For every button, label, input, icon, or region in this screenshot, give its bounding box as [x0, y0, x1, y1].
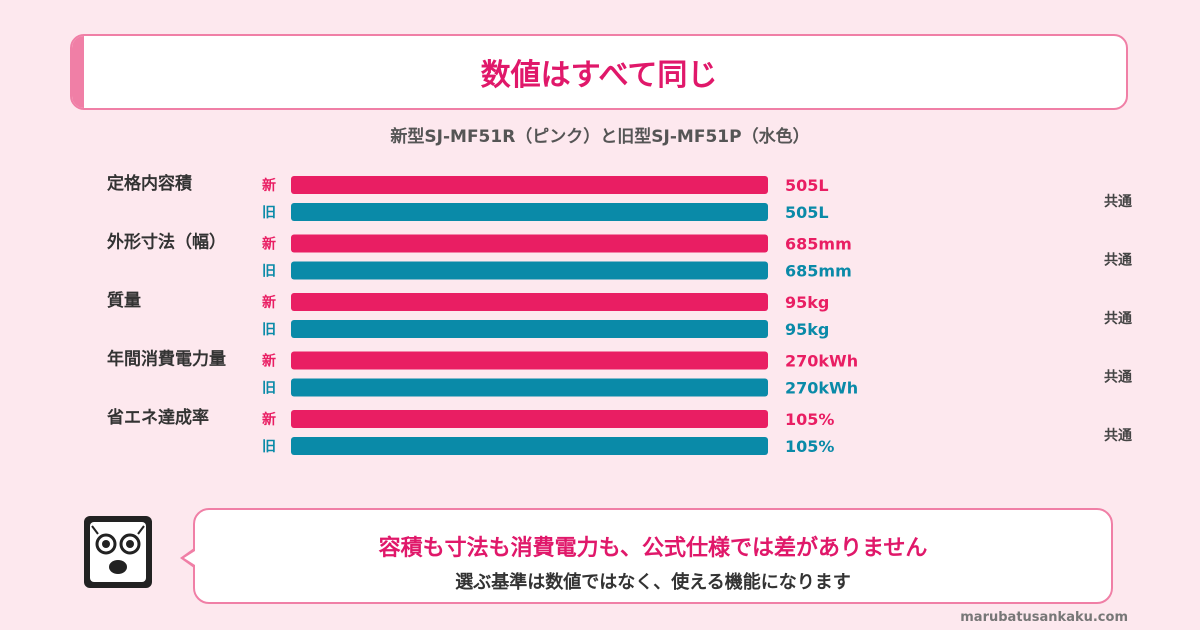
category-label: 定格内容積 [107, 173, 193, 194]
series-label-new: 新 [262, 411, 276, 428]
series-label-old: 旧 [262, 381, 276, 397]
message-headline: 容積も寸法も消費電力も、公式仕様では差がありません [378, 536, 928, 561]
data-label-old: 270kWh [785, 379, 858, 398]
series-label-new: 新 [262, 353, 276, 370]
series-label-old: 旧 [262, 322, 276, 338]
common-label: 共通 [1104, 310, 1132, 327]
bar-new [291, 234, 768, 253]
series-label-new: 新 [262, 294, 276, 311]
data-label-old: 105% [785, 437, 834, 456]
data-label-new: 505L [785, 176, 829, 195]
chart-subtitle: 新型SJ-MF51R（ピンク）と旧型SJ-MF51P（水色） [390, 127, 810, 147]
common-label: 共通 [1104, 193, 1132, 210]
category-label: 省エネ達成率 [106, 407, 209, 428]
bar-new [291, 293, 768, 311]
bar-old [291, 437, 768, 455]
shocked-character-icon [84, 516, 152, 588]
bar-old [291, 203, 768, 221]
bar-new [291, 176, 768, 194]
page-title: 数値はすべて同じ [480, 58, 718, 93]
series-label-old: 旧 [262, 264, 276, 280]
title-box: 数値はすべて同じ [70, 34, 1128, 110]
data-label-new: 105% [785, 410, 834, 429]
bar-old [291, 378, 768, 397]
bar-new [291, 410, 768, 428]
category-label: 外形寸法（幅） [107, 232, 226, 253]
data-label-old: 505L [785, 203, 829, 222]
common-label: 共通 [1104, 427, 1132, 444]
message-subline: 選ぶ基準は数値ではなく、使える機能になります [455, 572, 851, 593]
common-label: 共通 [1104, 369, 1132, 386]
data-label-new: 685mm [785, 235, 852, 254]
category-label: 質量 [107, 290, 141, 311]
common-label: 共通 [1104, 252, 1132, 269]
data-label-new: 270kWh [785, 352, 858, 371]
data-label-old: 685mm [785, 262, 852, 281]
bar-old [291, 320, 768, 338]
bar-new [291, 351, 768, 370]
data-label-old: 95kg [785, 320, 829, 339]
speech-bubble-tail-inner [184, 551, 195, 565]
category-label: 年間消費電力量 [107, 349, 226, 370]
data-label-new: 95kg [785, 293, 829, 312]
bar-old [291, 261, 768, 280]
message-box: 容積も寸法も消費電力も、公式仕様では差がありません 選ぶ基準は数値ではなく、使え… [193, 508, 1113, 604]
site-url: marubatusankaku.com [960, 610, 1128, 625]
series-label-new: 新 [262, 177, 276, 194]
title-accent-bar [72, 36, 84, 108]
series-label-old: 旧 [262, 439, 276, 455]
series-label-old: 旧 [262, 205, 276, 221]
series-label-new: 新 [262, 236, 276, 253]
